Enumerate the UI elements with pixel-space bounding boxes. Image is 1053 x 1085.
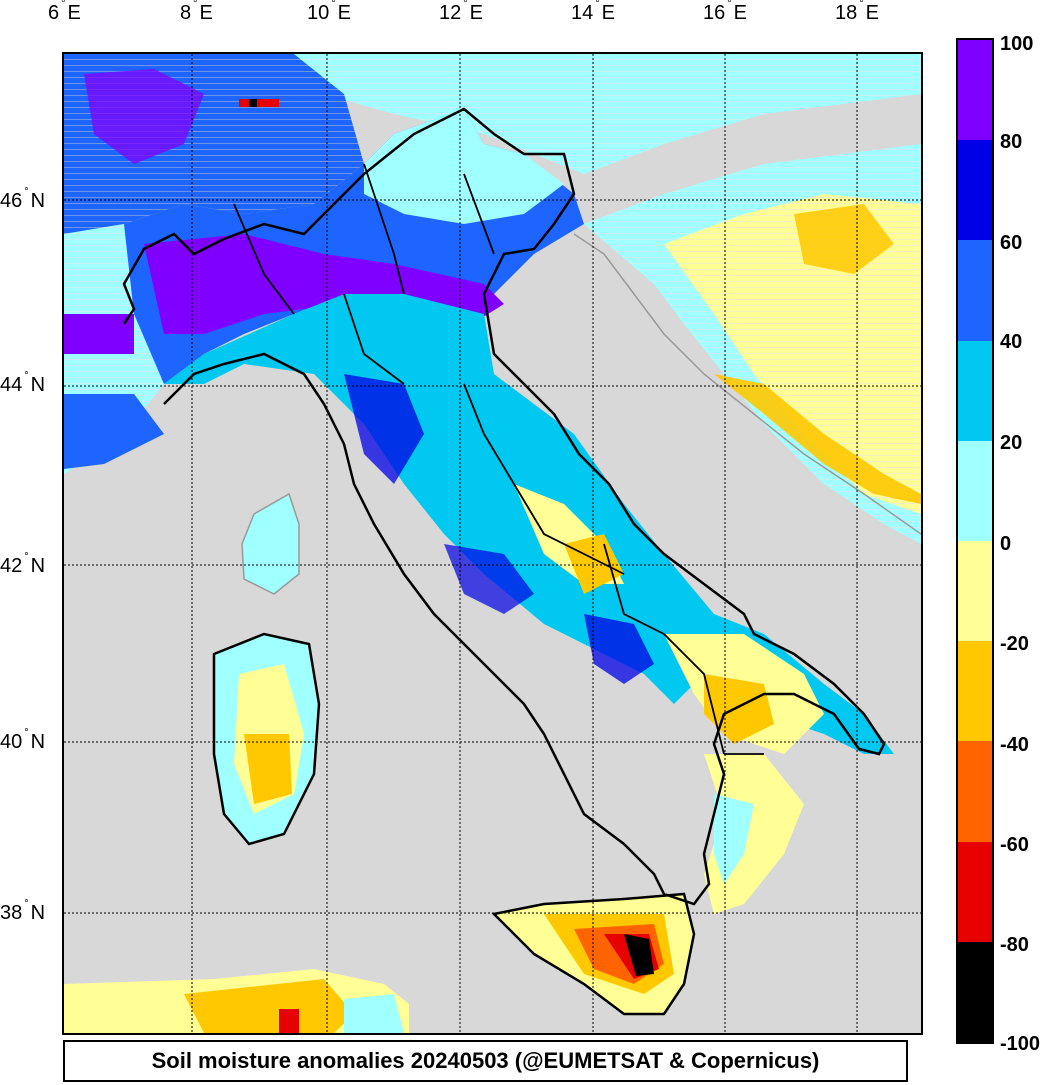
colorbar-segment bbox=[958, 340, 992, 442]
region-campania-blue bbox=[584, 614, 654, 684]
lon-label-16e: 16 ° E bbox=[703, 0, 747, 24]
region-basilicata-dry bbox=[704, 674, 774, 744]
lat-label-46n: 46 ° N bbox=[0, 186, 46, 212]
colorbar-tick-minus80: -80 bbox=[1000, 934, 1029, 956]
lat-label-42n: 42 ° N bbox=[0, 551, 46, 577]
corsica-coastline bbox=[241, 492, 300, 595]
hotspot-switzerland-b bbox=[249, 99, 257, 107]
region-sardinia-drier bbox=[244, 734, 292, 804]
colorbar-segment bbox=[958, 741, 992, 843]
region-sicily-black bbox=[624, 934, 654, 976]
region-molise-dry bbox=[564, 534, 624, 594]
sicily-coastline bbox=[491, 892, 696, 1016]
colorbar-tick-minus20: -20 bbox=[1000, 633, 1029, 655]
colorbar-tick-minus40: -40 bbox=[1000, 734, 1029, 756]
colorbar-tick-60: 60 bbox=[1000, 232, 1023, 254]
region-croatia-dry bbox=[714, 374, 921, 504]
region-north-africa-cyan bbox=[344, 994, 404, 1033]
lon-label-12e: 12 ° E bbox=[439, 0, 483, 24]
colorbar-tick-minus100: -100 bbox=[1000, 1033, 1041, 1055]
lon-label-18e: 18 ° E bbox=[835, 0, 879, 24]
region-north-africa-dry bbox=[184, 979, 354, 1033]
colorbar-segment bbox=[958, 240, 992, 342]
map-caption: Soil moisture anomalies 20240503 (@EUMET… bbox=[63, 1040, 908, 1082]
map-frame[interactable] bbox=[62, 52, 923, 1035]
hotspot-switzerland bbox=[239, 99, 279, 107]
colorbar-tick-100: 100 bbox=[1000, 33, 1034, 55]
region-calabria-cyan bbox=[714, 794, 754, 884]
region-france-blue bbox=[64, 394, 164, 469]
regional-borders bbox=[233, 163, 764, 755]
colorbar-segment bbox=[958, 541, 992, 642]
lon-label-14e: 14 ° E bbox=[571, 0, 615, 24]
colorbar-segment bbox=[958, 941, 992, 1043]
colorbar-segment bbox=[958, 140, 992, 241]
colorbar-tick-80: 80 bbox=[1000, 131, 1023, 153]
colorbar-segment bbox=[958, 440, 992, 542]
balkan-coastline bbox=[573, 233, 921, 535]
colorbar-segment bbox=[958, 841, 992, 943]
lon-label-10e: 10 ° E bbox=[307, 0, 351, 24]
colorbar-segment bbox=[958, 641, 992, 742]
region-alps-cyan bbox=[364, 109, 564, 224]
sardinia-coastline bbox=[212, 632, 321, 846]
italy-coastline bbox=[122, 107, 886, 906]
lon-label-6e: 6 ° E bbox=[48, 0, 81, 24]
lat-label-40n: 40 ° N bbox=[0, 727, 46, 753]
colorbar-tick-20: 20 bbox=[1000, 432, 1023, 454]
colorbar-segment bbox=[958, 40, 992, 141]
colorbar-tick-minus60: -60 bbox=[1000, 834, 1029, 856]
region-north-africa-red bbox=[279, 1009, 299, 1033]
lat-label-44n: 44 ° N bbox=[0, 370, 46, 396]
region-switzerland-wet bbox=[84, 69, 204, 164]
region-corsica bbox=[242, 494, 299, 594]
colorbar-tick-0: 0 bbox=[1000, 533, 1012, 555]
region-tuscany-blue bbox=[344, 374, 424, 484]
graticule bbox=[64, 54, 921, 1033]
map-canvas bbox=[64, 54, 921, 1033]
region-lazio-blue bbox=[444, 544, 534, 614]
lon-label-8e: 8 ° E bbox=[180, 0, 213, 24]
region-hungary-dry bbox=[794, 204, 894, 274]
colorbar-tick-40: 40 bbox=[1000, 331, 1023, 353]
colorbar bbox=[956, 38, 994, 1044]
region-france-wet bbox=[64, 314, 134, 354]
lat-label-38n: 38 ° N bbox=[0, 898, 46, 924]
